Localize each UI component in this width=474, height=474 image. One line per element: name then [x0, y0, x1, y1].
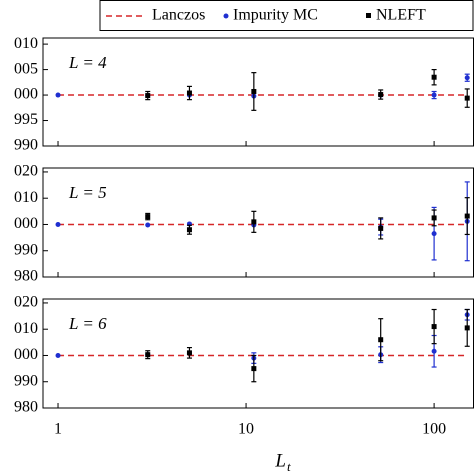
legend-label: NLEFT — [376, 7, 426, 24]
panel-label: L = 4 — [68, 53, 107, 72]
y-tick-label: 995 — [14, 111, 38, 128]
point — [431, 92, 437, 98]
legend-label: Impurity MC — [233, 7, 318, 24]
point — [251, 219, 257, 225]
y-tick-label: 980 — [14, 268, 38, 285]
point — [55, 352, 61, 358]
point — [464, 325, 470, 331]
point — [431, 348, 437, 354]
x-tick-label: 10 — [238, 421, 254, 438]
point — [55, 221, 61, 227]
point — [431, 74, 437, 80]
x-axis-label: L — [274, 450, 286, 471]
y-tick-label: 010 — [14, 35, 38, 52]
point — [186, 90, 192, 96]
point — [464, 75, 470, 81]
y-tick-label: 000 — [14, 215, 38, 232]
point — [55, 92, 61, 98]
point — [431, 215, 437, 221]
y-tick-label: 010 — [14, 189, 38, 206]
y-tick-label: 990 — [14, 137, 38, 154]
y-tick-label: 980 — [14, 399, 38, 416]
panel-label: L = 6 — [68, 314, 107, 333]
point — [431, 324, 437, 330]
point — [145, 214, 151, 220]
y-tick-label: 020 — [14, 294, 38, 311]
point — [145, 352, 151, 358]
point — [378, 92, 384, 98]
plot-area — [55, 68, 470, 111]
x-tick-label: 100 — [422, 421, 446, 438]
point — [464, 95, 470, 101]
y-tick-label: 990 — [14, 241, 38, 258]
y-tick-label: 990 — [14, 372, 38, 389]
point — [145, 222, 151, 228]
point — [186, 227, 192, 233]
point — [145, 93, 151, 99]
panel-label: L = 5 — [68, 183, 107, 202]
point — [251, 366, 257, 372]
plot-area — [55, 181, 470, 262]
y-tick-label: 000 — [14, 86, 38, 103]
legend-box — [99, 0, 474, 31]
point — [378, 337, 384, 343]
point — [464, 213, 470, 219]
plot-area — [55, 308, 470, 383]
y-tick-label: 000 — [14, 346, 38, 363]
y-tick-label: 005 — [14, 60, 38, 77]
point — [186, 350, 192, 356]
y-tick-label: 010 — [14, 320, 38, 337]
label-bg — [59, 180, 121, 206]
point — [251, 88, 257, 94]
x-axis-label-sub: t — [287, 459, 291, 474]
label-bg — [59, 50, 121, 76]
point — [431, 231, 437, 237]
label-bg — [59, 311, 121, 337]
legend-square — [366, 13, 371, 18]
point — [378, 225, 384, 231]
x-tick-label: 1 — [54, 421, 62, 438]
legend-label: Lanczos — [152, 7, 205, 24]
y-tick-label: 020 — [14, 163, 38, 180]
legend-dot — [223, 13, 229, 19]
